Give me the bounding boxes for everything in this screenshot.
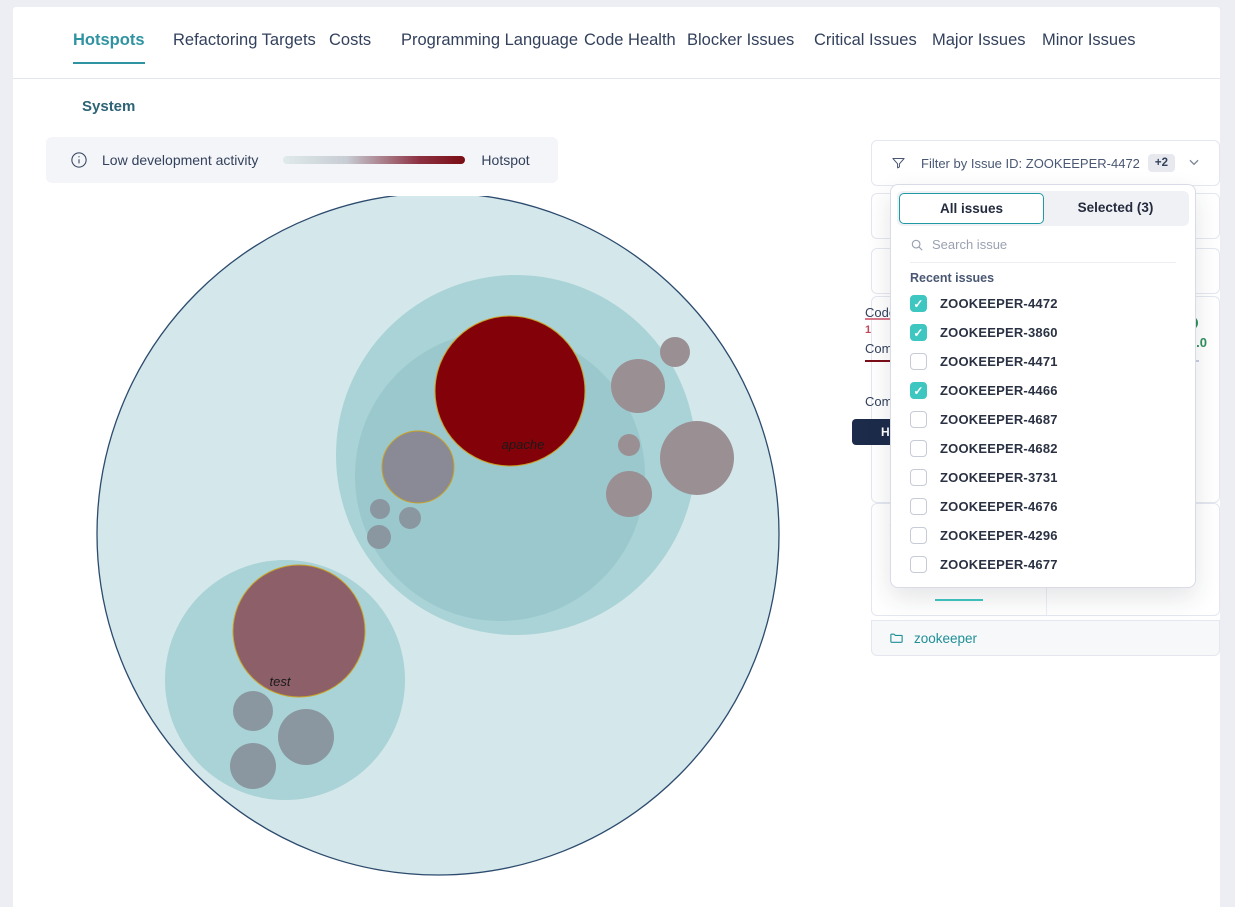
svg-text:test: test (270, 674, 292, 689)
svg-text:apache: apache (502, 437, 545, 452)
